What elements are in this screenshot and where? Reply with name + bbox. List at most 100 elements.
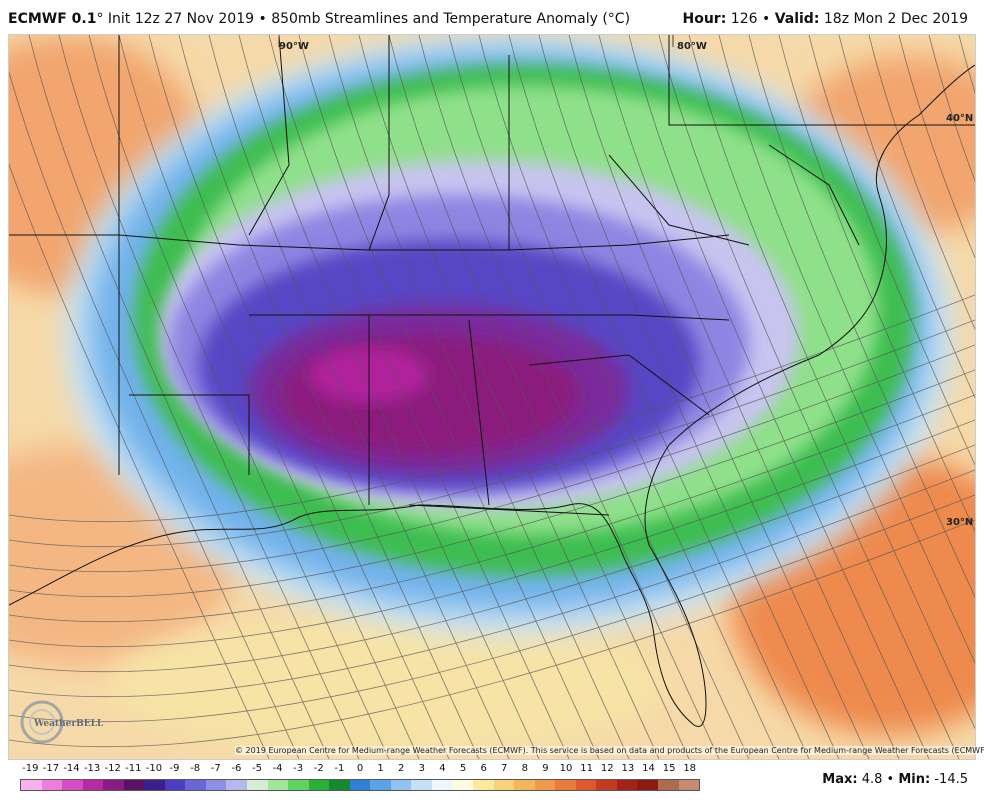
- min-label: Min: [898, 772, 926, 787]
- legend-label: 8: [521, 763, 529, 774]
- valid-value: 18z Mon 2 Dec 2019: [823, 11, 968, 27]
- lon-label-90w: 90°W: [279, 41, 309, 52]
- legend-swatch: [637, 780, 658, 790]
- legend-swatch: [62, 780, 83, 790]
- legend-swatch: [616, 780, 638, 790]
- legend-swatch: [288, 780, 309, 790]
- streamline: [808, 35, 975, 466]
- streamline: [9, 163, 270, 759]
- legend-swatch: [370, 780, 391, 790]
- streamline: [208, 35, 510, 759]
- title-right: Hour: 126 • Valid: 18z Mon 2 Dec 2019: [682, 11, 969, 27]
- legend-label: -9: [169, 763, 180, 774]
- streamline: [9, 444, 975, 673]
- legend-label: 1: [377, 763, 384, 774]
- legend-label: -13: [83, 763, 101, 774]
- weather-map[interactable]: 90°W 80°W 40°N 30°N: [8, 34, 976, 760]
- streamline: [568, 35, 870, 759]
- streamline: [658, 35, 960, 759]
- legend-labels: -19 -17 -14 -13 -12 -11 -10 -9 -8 -7 -6 -5 -4 -3 -2 -1 0…: [20, 763, 700, 777]
- legend-swatch: [247, 780, 268, 790]
- legend-label: -6: [231, 763, 242, 774]
- min-value: -14.5: [934, 772, 968, 787]
- legend-label: -3: [293, 763, 304, 774]
- legend-label: 2: [398, 763, 405, 774]
- legend-swatch: [164, 780, 186, 790]
- legend-label: -8: [190, 763, 201, 774]
- legend-label: 12: [600, 763, 614, 774]
- streamline: [508, 35, 810, 759]
- legend-label: 18: [683, 763, 697, 774]
- legend-label: 4: [439, 763, 446, 774]
- state-border-ar: [129, 394, 250, 475]
- streamline: [9, 419, 975, 648]
- legend-label: -12: [104, 763, 121, 774]
- legend-swatch: [473, 780, 494, 790]
- streamline: [58, 35, 360, 759]
- map-header: ECMWF 0.1° Init 12z 27 Nov 2019 • 850mb …: [0, 0, 984, 34]
- legend-label: -2: [313, 763, 324, 774]
- legend-swatch: [657, 780, 679, 790]
- legend-swatch: [82, 780, 104, 790]
- streamline: [9, 394, 975, 623]
- legend-label: 13: [621, 763, 635, 774]
- state-border-fl: [408, 504, 610, 516]
- lat-label-30n: 30°N: [946, 517, 973, 528]
- legend-label: -14: [63, 763, 80, 774]
- legend-label: -7: [210, 763, 221, 774]
- streamline: [628, 35, 930, 759]
- legend-swatch: [514, 780, 535, 790]
- hour-label: Hour: [682, 11, 721, 27]
- legend-label: 15: [662, 763, 676, 774]
- lat-label-40n: 40°N: [946, 113, 973, 124]
- streamline: [9, 294, 975, 523]
- legend-label: -10: [145, 763, 163, 774]
- legend-swatch: [144, 780, 165, 790]
- streamline: [928, 35, 975, 183]
- coastline: [9, 64, 975, 728]
- legend-label: -5: [251, 763, 262, 774]
- streamline: [778, 35, 975, 533]
- state-border-md: [768, 144, 860, 246]
- streamline: [598, 35, 900, 759]
- legend-swatch: [103, 780, 124, 790]
- color-legend: -19 -17 -14 -13 -12 -11 -10 -9 -8 -7 -6 -5 -4 -3 -2 -1 0…: [20, 763, 700, 793]
- legend-colorbar: [20, 779, 700, 791]
- legend-label: -1: [334, 763, 345, 774]
- legend-swatch: [21, 780, 42, 790]
- streamline: [178, 35, 480, 759]
- streamline: [9, 494, 975, 723]
- legend-swatch: [534, 780, 556, 790]
- anomaly-core-magenta: [279, 335, 579, 455]
- legend-label: 11: [580, 763, 594, 774]
- legend-label: 9: [542, 763, 549, 774]
- lon-label-80w: 80°W: [677, 41, 707, 52]
- legend-label: 6: [480, 763, 487, 774]
- init-time: Init 12z 27 Nov 2019: [107, 11, 255, 27]
- streamline: [9, 519, 975, 748]
- max-value: 4.8: [861, 772, 883, 787]
- model-name: ECMWF 0.1: [8, 11, 97, 27]
- legend-label: -19: [22, 763, 39, 774]
- state-border-tn: [369, 314, 730, 321]
- streamline: [748, 35, 975, 599]
- legend-label: 5: [459, 763, 467, 774]
- stats-bullet: •: [886, 772, 895, 787]
- streamline: [9, 70, 300, 759]
- map-canvas: 90°W 80°W 40°N 30°N: [9, 35, 975, 759]
- legend-label: -11: [125, 763, 142, 774]
- legend-swatch: [452, 780, 474, 790]
- legend-swatch: [575, 780, 597, 790]
- legend-label: 7: [501, 763, 508, 774]
- legend-swatch: [678, 780, 700, 790]
- state-border-ga-sc: [528, 354, 710, 416]
- legend-swatch: [308, 780, 330, 790]
- legend-swatch: [431, 780, 453, 790]
- hour-value: 126: [730, 11, 758, 27]
- state-border-wv: [608, 154, 750, 246]
- legend-label: -17: [42, 763, 60, 774]
- streamline: [478, 35, 780, 759]
- title-left: ECMWF 0.1° Init 12z 27 Nov 2019 • 850mb …: [8, 11, 630, 27]
- streamline: [358, 35, 660, 759]
- state-border-al: [468, 319, 490, 506]
